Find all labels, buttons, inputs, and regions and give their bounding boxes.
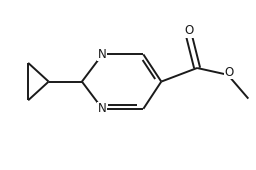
Text: N: N: [98, 102, 107, 115]
Text: O: O: [185, 24, 194, 37]
Text: N: N: [98, 48, 107, 61]
Text: O: O: [225, 66, 234, 79]
